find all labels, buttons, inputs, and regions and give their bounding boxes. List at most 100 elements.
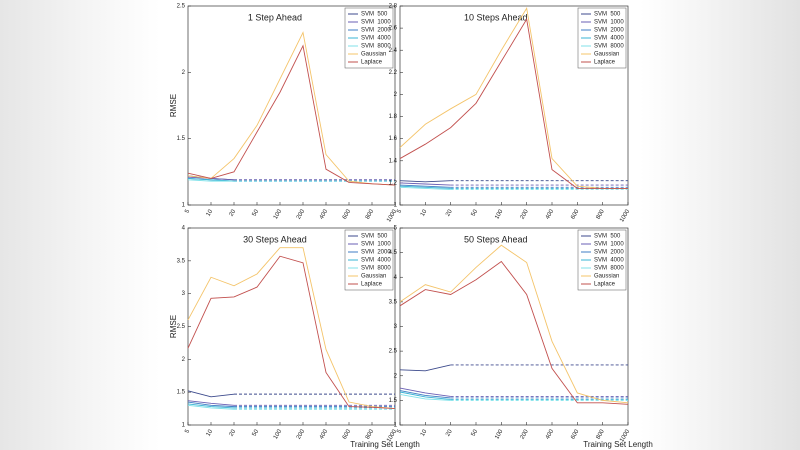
legend-label: SVM 4000 [594, 258, 624, 264]
legend-label: SVM 8000 [594, 266, 624, 272]
x-tick-label: 400 [319, 428, 330, 440]
y-tick-label: 2 [394, 92, 398, 98]
y-tick-label: 1.5 [177, 390, 186, 396]
y-tick-label: 2.6 [389, 26, 398, 32]
series-line [187, 255, 396, 410]
series-line [399, 244, 629, 404]
y-tick-label: 3.5 [389, 299, 398, 305]
legend-label: Laplace [361, 60, 383, 66]
y-tick-label: 4 [182, 226, 186, 232]
x-tick-label: 20 [229, 428, 238, 437]
legend-label: Laplace [594, 282, 616, 288]
y-tick-label: 2.2 [389, 70, 398, 76]
y-tick-label: 1.5 [389, 398, 398, 404]
x-tick-label: 200 [520, 428, 531, 440]
panel-title: 1 Step Ahead [248, 12, 302, 22]
x-tick-label: 20 [445, 428, 454, 437]
y-tick-label: 1.4 [389, 158, 398, 164]
series-line [399, 391, 451, 400]
x-tick-label: 50 [252, 208, 261, 217]
x-tick-label: 20 [445, 208, 454, 217]
legend-label: SVM 4000 [594, 36, 624, 42]
series-line [187, 44, 396, 186]
series-line [187, 179, 234, 182]
x-tick-label: 400 [545, 208, 556, 220]
y-tick-label: 3.5 [177, 258, 186, 264]
x-tick-label: 100 [273, 208, 284, 220]
x-tick-label: 50 [471, 428, 480, 437]
y-tick-label: 2.4 [389, 48, 398, 54]
x-tick-label: 50 [471, 208, 480, 217]
x-tick-label: 10 [420, 208, 429, 217]
x-tick-label: 800 [365, 208, 376, 220]
series-line [399, 387, 451, 397]
panel-title: 30 Steps Ahead [243, 234, 307, 244]
series-line [399, 180, 451, 183]
x-tick-label: 400 [319, 208, 330, 220]
x-tick-label: 800 [596, 428, 607, 440]
y-tick-label: 1 [394, 203, 398, 209]
legend-label: SVM 4000 [361, 36, 391, 42]
series-line [399, 364, 451, 372]
x-tick-label: 600 [342, 208, 353, 220]
x-tick-label: 600 [570, 208, 581, 220]
series-line [399, 6, 628, 189]
y-axis-label: RMSE [169, 94, 178, 117]
legend-label: SVM 2000 [594, 28, 624, 34]
y-tick-label: 2.8 [389, 4, 398, 10]
series-line [399, 17, 628, 189]
legend-label: Gaussian [594, 52, 619, 58]
legend-label: SVM 1000 [594, 20, 624, 26]
legend-label: SVM 2000 [594, 250, 624, 256]
y-tick-label: 1.2 [389, 180, 398, 186]
legend-label: SVM 500 [594, 12, 621, 18]
panel-title: 10 Steps Ahead [464, 12, 528, 22]
x-tick-label: 400 [545, 428, 556, 440]
panel-title: 50 Steps Ahead [464, 234, 528, 244]
series-line [187, 400, 235, 406]
y-tick-label: 5 [394, 226, 398, 232]
legend-label: SVM 2000 [361, 28, 391, 34]
legend-label: SVM 500 [594, 234, 621, 240]
legend-label: Laplace [361, 282, 383, 288]
legend-label: SVM 8000 [361, 44, 391, 50]
legend: SVM 500 SVM 1000 SVM 2000 SVM 4000 SVM 8000 G… [577, 229, 627, 291]
legend-label: SVM 1000 [361, 242, 391, 248]
series-line [399, 184, 451, 188]
y-axis-label: RMSE [169, 315, 178, 338]
x-tick-label: 10 [206, 208, 215, 217]
x-tick-label: 10 [206, 428, 215, 437]
x-tick-label: 5 [396, 428, 403, 434]
x-tick-label: 10 [420, 428, 429, 437]
legend: SVM 500 SVM 1000 SVM 2000 SVM 4000 SVM 8000 G… [344, 229, 394, 291]
series-line [187, 404, 235, 410]
x-tick-label: 5 [396, 208, 403, 214]
x-tick-label: 100 [494, 208, 505, 220]
legend-label: Gaussian [361, 274, 386, 280]
y-tick-label: 1.6 [389, 136, 398, 142]
y-tick-label: 2 [182, 357, 186, 363]
x-tick-label: 200 [520, 208, 531, 220]
x-axis-label: Training Set Length [583, 440, 653, 449]
series-line [187, 403, 235, 409]
legend-label: Laplace [594, 60, 616, 66]
legend-label: SVM 2000 [361, 250, 391, 256]
x-tick-label: 5 [184, 208, 191, 214]
x-tick-label: 5 [184, 428, 191, 434]
series-line [399, 394, 451, 401]
y-tick-label: 4.5 [389, 250, 398, 256]
y-tick-label: 2.5 [177, 324, 186, 330]
x-tick-label: 200 [296, 208, 307, 220]
series-line [187, 247, 396, 410]
x-axis-label: Training Set Length [350, 440, 420, 449]
legend-label: SVM 500 [361, 234, 388, 240]
legend-label: SVM 8000 [361, 266, 391, 272]
legend-label: Gaussian [361, 52, 386, 58]
x-tick-label: 20 [229, 208, 238, 217]
x-tick-label: 800 [596, 208, 607, 220]
y-tick-label: 1 [182, 203, 186, 209]
x-tick-label: 50 [252, 428, 261, 437]
series-line [187, 401, 235, 408]
legend-label: SVM 4000 [361, 258, 391, 264]
